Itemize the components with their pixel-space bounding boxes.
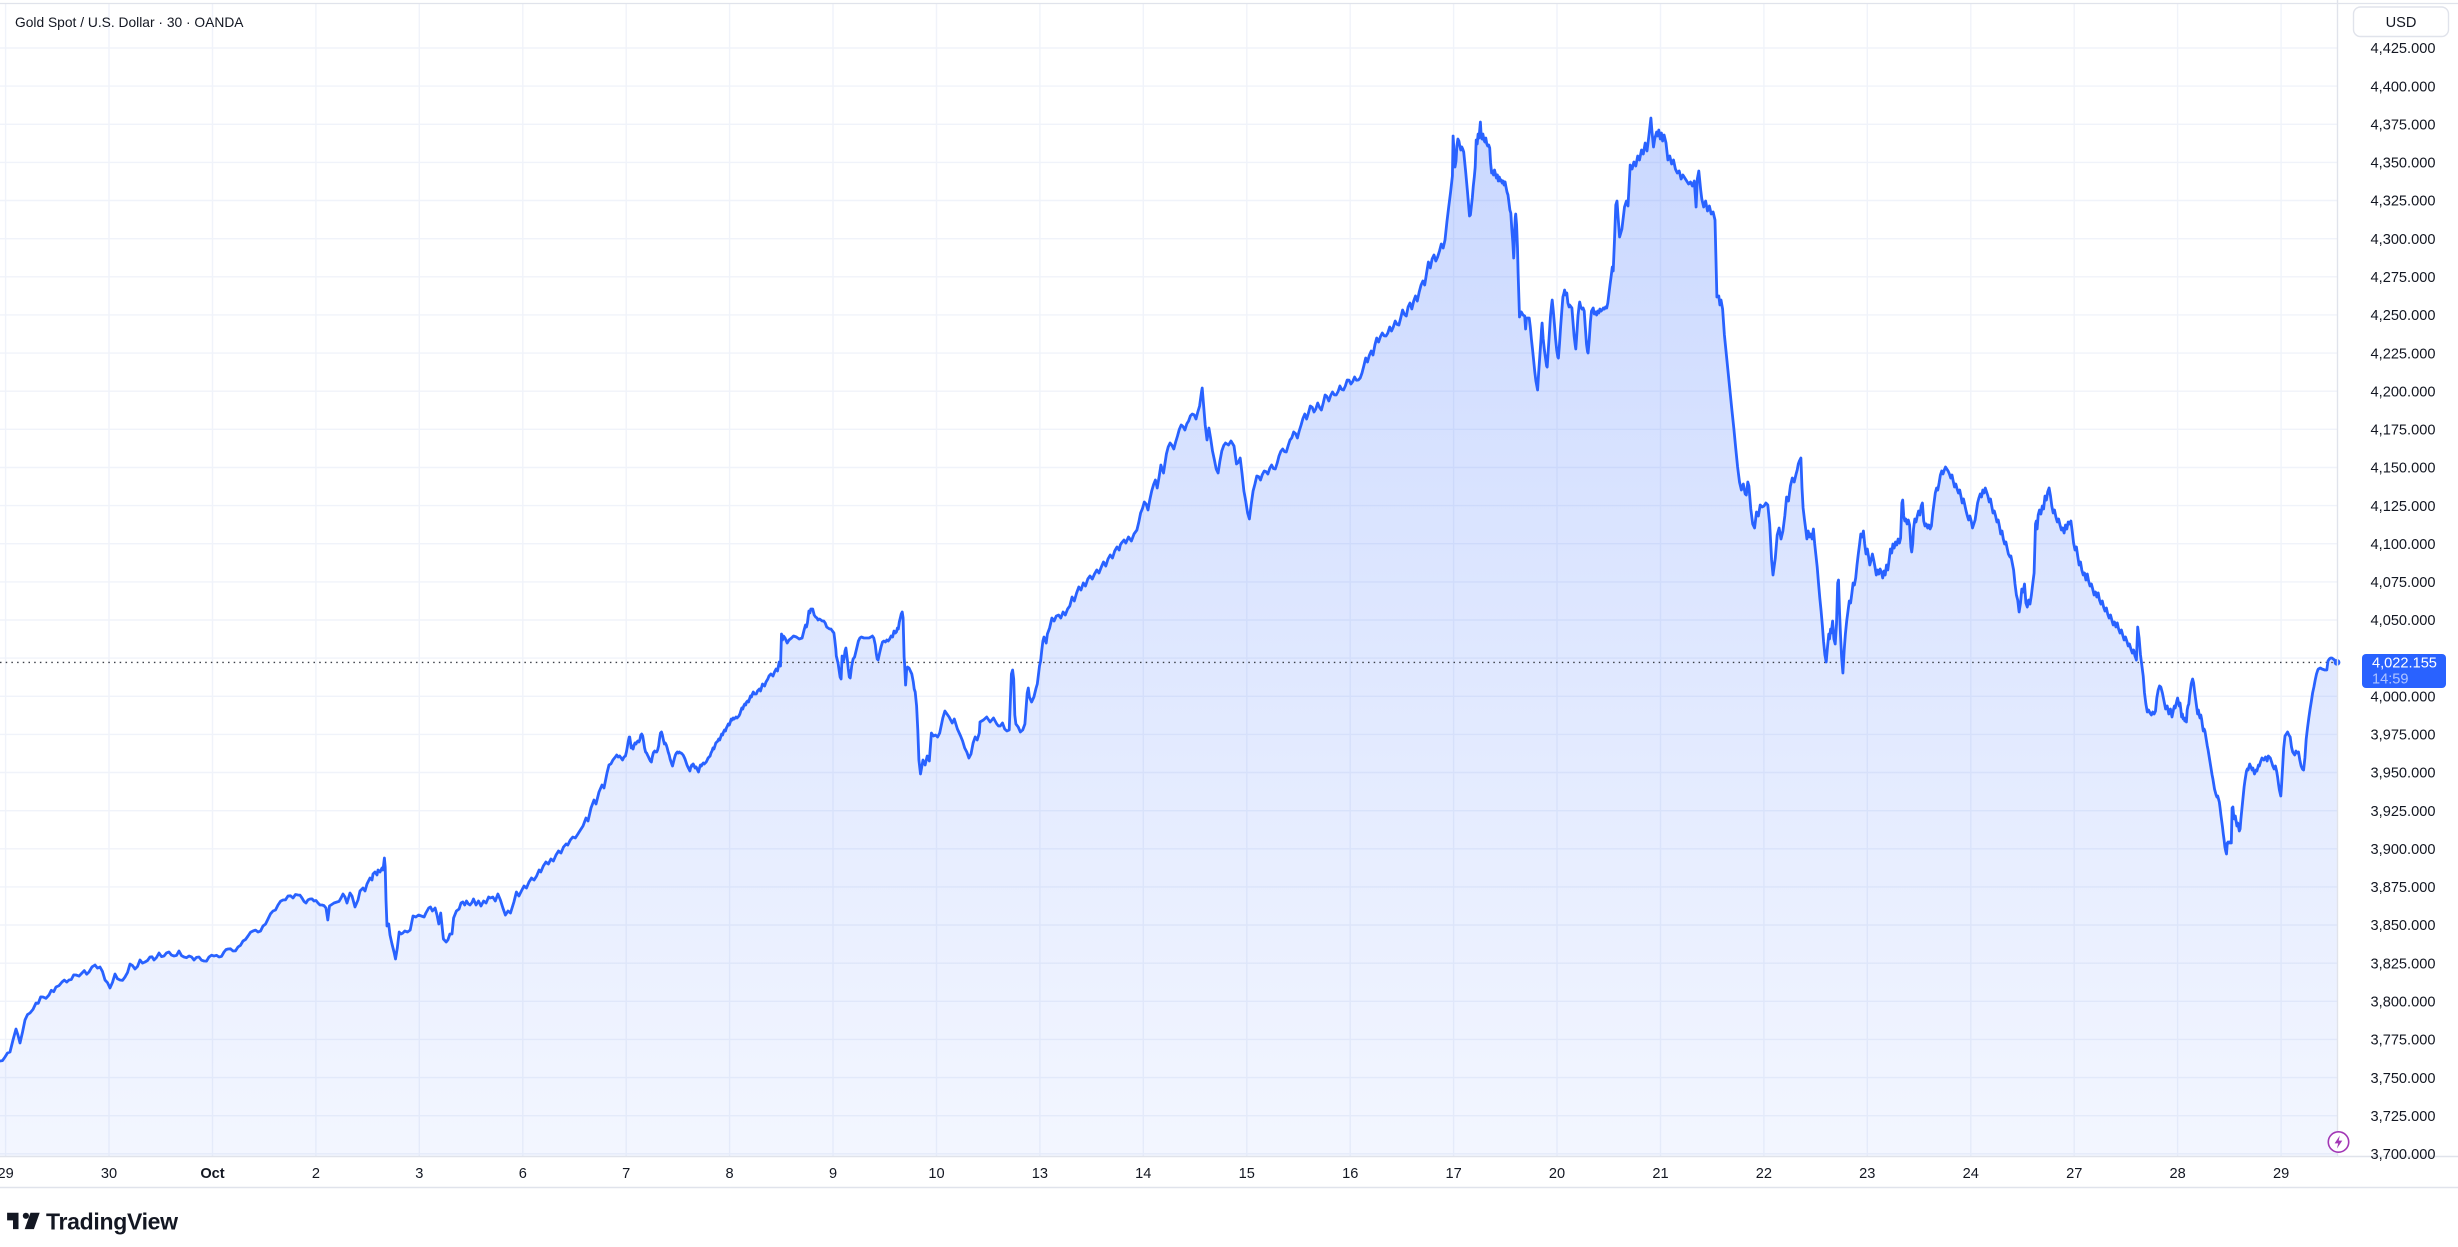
svg-text:4,000.000: 4,000.000 — [2371, 690, 2436, 706]
svg-text:4,400.000: 4,400.000 — [2371, 79, 2436, 95]
svg-text:3,800.000: 3,800.000 — [2371, 995, 2436, 1011]
svg-text:3,875.000: 3,875.000 — [2371, 880, 2436, 896]
svg-text:4,275.000: 4,275.000 — [2371, 270, 2436, 286]
svg-text:TradingView: TradingView — [46, 1209, 178, 1235]
svg-text:3,900.000: 3,900.000 — [2371, 842, 2436, 858]
svg-text:30: 30 — [101, 1166, 117, 1182]
svg-text:29: 29 — [2273, 1166, 2289, 1182]
svg-text:14:59: 14:59 — [2372, 672, 2409, 688]
svg-text:4,425.000: 4,425.000 — [2371, 41, 2436, 57]
svg-text:3,950.000: 3,950.000 — [2371, 766, 2436, 782]
svg-text:23: 23 — [1859, 1166, 1875, 1182]
svg-text:28: 28 — [2169, 1166, 2185, 1182]
svg-text:9: 9 — [829, 1166, 837, 1182]
svg-text:Oct: Oct — [200, 1166, 224, 1182]
svg-text:6: 6 — [519, 1166, 527, 1182]
svg-text:7: 7 — [622, 1166, 630, 1182]
svg-text:27: 27 — [2066, 1166, 2082, 1182]
svg-text:3,975.000: 3,975.000 — [2371, 728, 2436, 744]
svg-text:4,022.155: 4,022.155 — [2372, 656, 2437, 672]
svg-text:24: 24 — [1963, 1166, 1979, 1182]
svg-text:3: 3 — [415, 1166, 423, 1182]
svg-text:4,375.000: 4,375.000 — [2371, 118, 2436, 134]
svg-text:4,325.000: 4,325.000 — [2371, 194, 2436, 210]
svg-text:10: 10 — [928, 1166, 944, 1182]
svg-text:3,825.000: 3,825.000 — [2371, 956, 2436, 972]
svg-text:14: 14 — [1135, 1166, 1151, 1182]
svg-text:4,225.000: 4,225.000 — [2371, 346, 2436, 362]
svg-text:13: 13 — [1032, 1166, 1048, 1182]
svg-text:21: 21 — [1652, 1166, 1668, 1182]
svg-text:20: 20 — [1549, 1166, 1565, 1182]
svg-text:3,750.000: 3,750.000 — [2371, 1071, 2436, 1087]
svg-text:3,925.000: 3,925.000 — [2371, 804, 2436, 820]
svg-text:17: 17 — [1445, 1166, 1461, 1182]
svg-text:8: 8 — [726, 1166, 734, 1182]
svg-text:4,200.000: 4,200.000 — [2371, 384, 2436, 400]
svg-text:4,150.000: 4,150.000 — [2371, 461, 2436, 477]
svg-text:4,075.000: 4,075.000 — [2371, 575, 2436, 591]
svg-text:15: 15 — [1239, 1166, 1255, 1182]
svg-text:4,300.000: 4,300.000 — [2371, 232, 2436, 248]
svg-text:4,250.000: 4,250.000 — [2371, 308, 2436, 324]
svg-text:4,175.000: 4,175.000 — [2371, 423, 2436, 439]
svg-text:Gold Spot / U.S. Dollar · 30 ·: Gold Spot / U.S. Dollar · 30 · OANDA — [15, 15, 244, 30]
svg-text:USD: USD — [2386, 15, 2417, 31]
svg-text:29: 29 — [0, 1166, 14, 1182]
svg-text:4,050.000: 4,050.000 — [2371, 613, 2436, 629]
svg-text:3,700.000: 3,700.000 — [2371, 1147, 2436, 1163]
svg-text:3,725.000: 3,725.000 — [2371, 1109, 2436, 1125]
svg-text:4,100.000: 4,100.000 — [2371, 537, 2436, 553]
svg-text:22: 22 — [1756, 1166, 1772, 1182]
svg-text:4,125.000: 4,125.000 — [2371, 499, 2436, 515]
svg-text:16: 16 — [1342, 1166, 1358, 1182]
svg-text:2: 2 — [312, 1166, 320, 1182]
svg-text:4,350.000: 4,350.000 — [2371, 156, 2436, 172]
svg-text:3,775.000: 3,775.000 — [2371, 1033, 2436, 1049]
svg-text:3,850.000: 3,850.000 — [2371, 918, 2436, 934]
